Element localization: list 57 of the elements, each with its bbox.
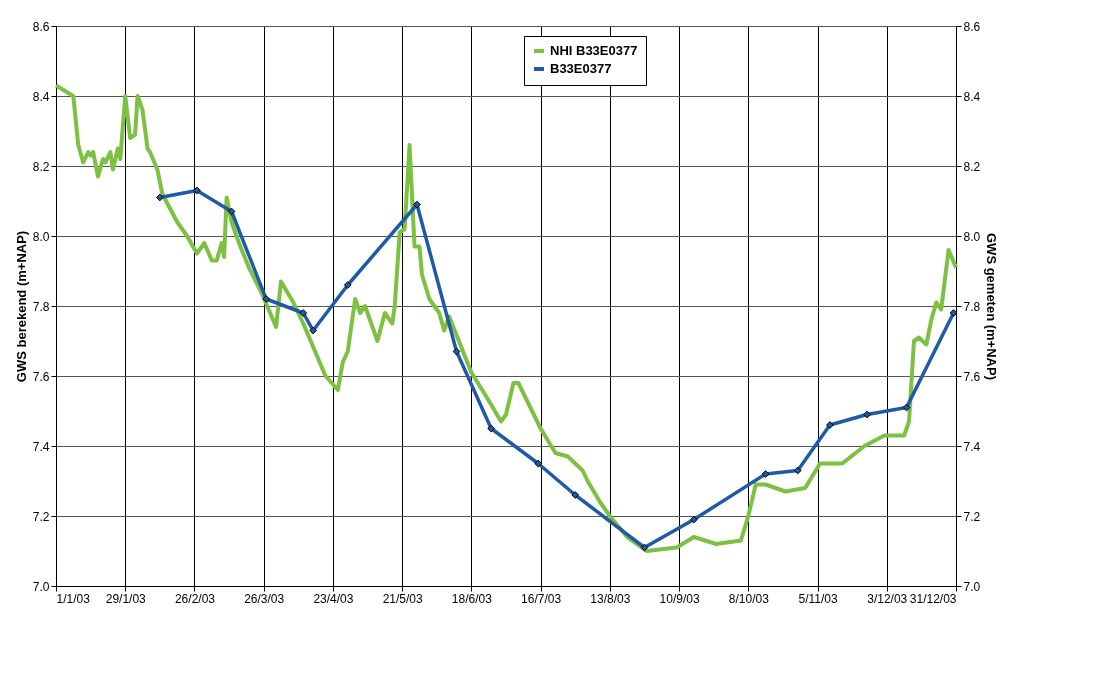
point [299,309,308,317]
point [487,424,496,433]
point [902,403,911,412]
point [826,421,834,429]
y2-tick-label: 7.2 [963,509,981,524]
y-axis-title: GWS berekend (m+NAP) [13,230,29,383]
point [452,347,461,356]
x-tick-label: 29/1/03 [105,591,147,606]
y-tick-label: 7.2 [32,509,50,524]
y2-tick-label: 8.6 [963,19,981,34]
y-tick-label: 8.0 [32,229,50,244]
x-tick-label: 5/11/03 [798,591,838,606]
y-tick-label: 7.8 [32,299,50,314]
x-tick-label: 31/12/03 [909,591,957,606]
y-tick-label: 8.6 [32,19,50,34]
y2-axis-title: GWS gemeten (m+NAP) [984,233,1000,380]
point [761,470,770,478]
y2-tick-label: 7.8 [963,299,981,314]
x-tick-label: 26/2/03 [174,591,216,606]
point [193,186,201,195]
point [949,309,958,317]
point [343,281,352,289]
point [640,543,649,552]
line-series [54,83,958,553]
legend-label: NHI B33E0377 [550,43,638,58]
x-tick-label: 18/6/03 [451,591,493,606]
point [227,207,236,216]
point [155,193,164,202]
point [413,200,421,209]
x-tick-label: 1/1/03 [56,591,91,606]
legend-label: B33E0377 [550,61,612,76]
x-tick-label: 16/7/03 [521,591,562,606]
y-tick-label: 8.4 [32,89,50,104]
y2-tick-label: 7.4 [963,439,981,454]
x-tick-label: 3/12/03 [867,591,908,606]
point [793,466,802,475]
y2-tick-label: 8.2 [963,159,981,174]
y-tick-label: 7.4 [32,439,50,454]
y-tick-label: 7.6 [32,369,50,384]
point [534,459,542,468]
x-tick-label: 21/5/03 [382,591,423,606]
y-tick-label: 8.2 [32,159,50,174]
point [690,515,698,524]
y-tick-label: 7.0 [32,579,50,594]
point [309,326,317,335]
point [262,295,271,303]
x-tick-label: 23/4/03 [313,591,354,606]
x-tick-label: 10/9/03 [659,591,700,606]
point [863,410,871,419]
x-tick-label: 26/3/03 [244,591,285,606]
y2-tick-label: 8.4 [963,89,981,104]
point [571,491,580,499]
x-tick-label: 13/8/03 [590,591,631,606]
y2-tick-label: 8.0 [963,229,981,244]
y2-tick-label: 7.0 [963,579,981,594]
x-tick-label: 8/10/03 [728,591,770,606]
y2-tick-label: 7.6 [963,369,981,384]
